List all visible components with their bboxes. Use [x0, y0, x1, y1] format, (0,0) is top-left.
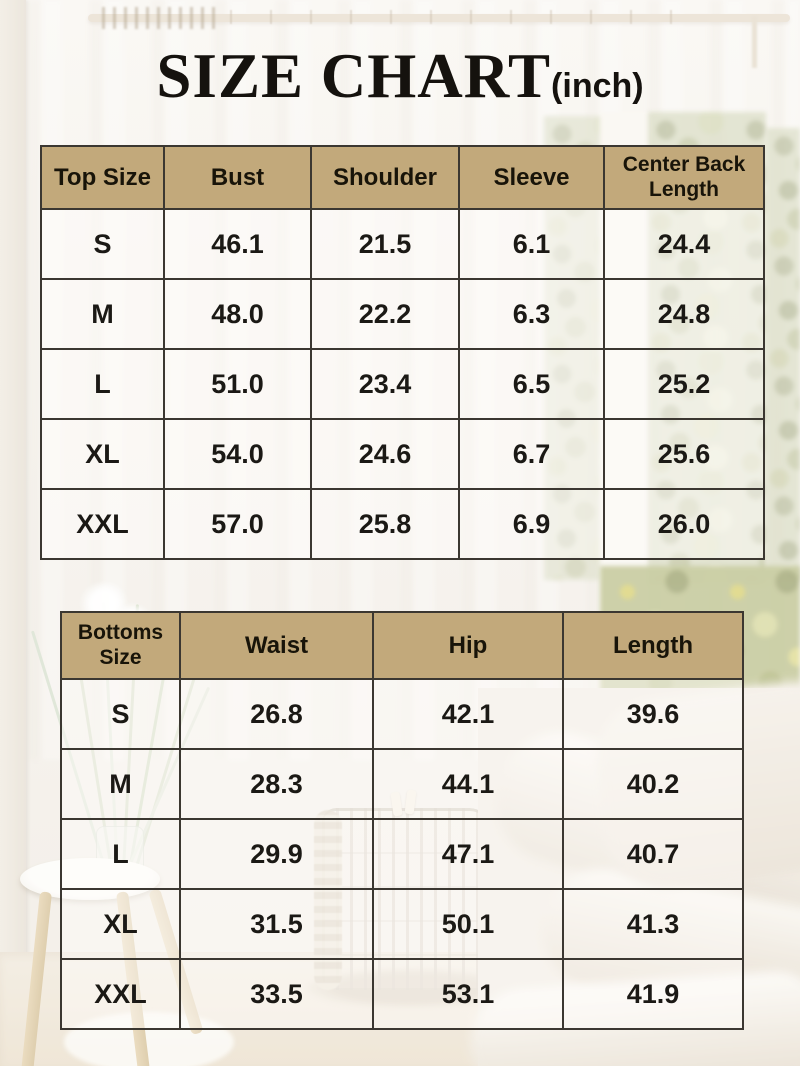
title-text: SIZE CHART	[156, 41, 552, 111]
page-title: SIZE CHART(inch)	[0, 40, 800, 113]
table-row: S 26.8 42.1 39.6	[60, 678, 744, 750]
table-row: XXL 33.5 53.1 41.9	[60, 958, 744, 1030]
bottoms-size-table: Bottoms Size Waist Hip Length S 26.8 42.1 39.6…	[60, 611, 744, 1030]
table-row: XXL 57.0 25.8 6.9 26.0	[40, 488, 765, 560]
measurement-cell: 50.1	[372, 888, 564, 960]
top-size-header-row: Top Size Bust Shoulder Sleeve Center Back Le…	[40, 145, 765, 210]
measurement-cell: 25.6	[603, 418, 765, 490]
size-label-cell: L	[60, 818, 181, 890]
measurement-cell: 53.1	[372, 958, 564, 1030]
measurement-cell: 23.4	[310, 348, 460, 420]
size-label-cell: M	[40, 278, 165, 350]
table-row: M 48.0 22.2 6.3 24.8	[40, 278, 765, 350]
curtain-rings	[102, 7, 222, 29]
table-row: XL 54.0 24.6 6.7 25.6	[40, 418, 765, 490]
measurement-cell: 57.0	[163, 488, 312, 560]
window-foliage	[766, 128, 800, 580]
measurement-cell: 26.0	[603, 488, 765, 560]
measurement-cell: 31.5	[179, 888, 374, 960]
table-row: S 46.1 21.5 6.1 24.4	[40, 208, 765, 280]
measurement-cell: 28.3	[179, 748, 374, 820]
size-label-cell: XXL	[40, 488, 165, 560]
measurement-cell: 6.1	[458, 208, 605, 280]
measurement-cell: 54.0	[163, 418, 312, 490]
measurement-cell: 42.1	[372, 678, 564, 750]
measurement-cell: 21.5	[310, 208, 460, 280]
size-label-cell: M	[60, 748, 181, 820]
measurement-cell: 39.6	[562, 678, 744, 750]
measurement-cell: 6.3	[458, 278, 605, 350]
measurement-cell: 40.7	[562, 818, 744, 890]
column-header: Center Back Length	[603, 145, 765, 210]
top-size-table: Top Size Bust Shoulder Sleeve Center Back Le…	[40, 145, 765, 560]
table-row: L 29.9 47.1 40.7	[60, 818, 744, 890]
table-row: M 28.3 44.1 40.2	[60, 748, 744, 820]
rod-bracket	[752, 16, 757, 68]
size-label-cell: XL	[40, 418, 165, 490]
column-header: Shoulder	[310, 145, 460, 210]
measurement-cell: 48.0	[163, 278, 312, 350]
size-label-cell: S	[60, 678, 181, 750]
measurement-cell: 40.2	[562, 748, 744, 820]
measurement-cell: 33.5	[179, 958, 374, 1030]
size-label-cell: XL	[60, 888, 181, 960]
table-row: XL 31.5 50.1 41.3	[60, 888, 744, 960]
measurement-cell: 51.0	[163, 348, 312, 420]
curtain-rod	[88, 14, 790, 22]
column-header: Hip	[372, 611, 564, 680]
wall-edge	[0, 0, 26, 1066]
column-header: Waist	[179, 611, 374, 680]
column-header: Sleeve	[458, 145, 605, 210]
measurement-cell: 26.8	[179, 678, 374, 750]
measurement-cell: 25.8	[310, 488, 460, 560]
size-label-cell: S	[40, 208, 165, 280]
column-header: Length	[562, 611, 744, 680]
measurement-cell: 6.5	[458, 348, 605, 420]
column-header: Bottoms Size	[60, 611, 181, 680]
column-header: Top Size	[40, 145, 165, 210]
table-row: L 51.0 23.4 6.5 25.2	[40, 348, 765, 420]
bottoms-size-header-row: Bottoms Size Waist Hip Length	[60, 611, 744, 680]
size-label-cell: L	[40, 348, 165, 420]
measurement-cell: 25.2	[603, 348, 765, 420]
measurement-cell: 24.8	[603, 278, 765, 350]
measurement-cell: 29.9	[179, 818, 374, 890]
measurement-cell: 41.9	[562, 958, 744, 1030]
measurement-cell: 6.9	[458, 488, 605, 560]
measurement-cell: 6.7	[458, 418, 605, 490]
measurement-cell: 24.6	[310, 418, 460, 490]
measurement-cell: 46.1	[163, 208, 312, 280]
measurement-cell: 44.1	[372, 748, 564, 820]
measurement-cell: 22.2	[310, 278, 460, 350]
measurement-cell: 41.3	[562, 888, 744, 960]
unit-label: (inch)	[551, 67, 644, 105]
curtain-ring-marks	[230, 10, 700, 24]
column-header: Bust	[163, 145, 312, 210]
measurement-cell: 47.1	[372, 818, 564, 890]
size-label-cell: XXL	[60, 958, 181, 1030]
measurement-cell: 24.4	[603, 208, 765, 280]
